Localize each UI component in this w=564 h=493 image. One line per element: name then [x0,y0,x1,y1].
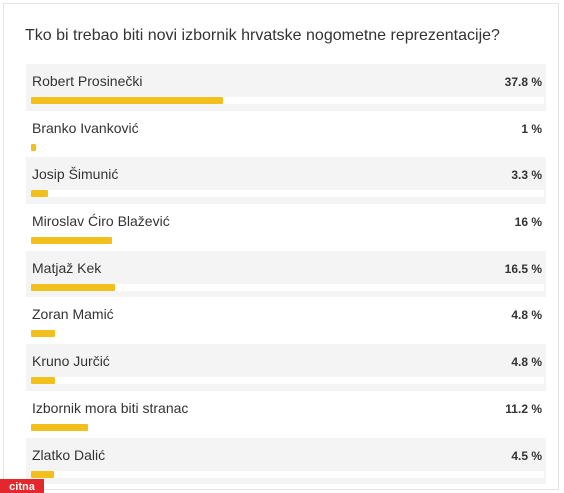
poll-bar-fill [31,330,56,338]
poll-option: Kruno Jurčić 4.8 % [26,344,546,391]
poll-bar-fill [31,423,88,431]
poll-bar-track [31,283,544,291]
poll-option-name: Matjaž Kek [32,259,102,276]
poll-option-name: Zoran Mamić [32,306,114,323]
poll-bar-fill [31,143,37,151]
poll-option: Josip Šimunić 3.3 % [26,157,546,205]
citna-logo-mark: citna [9,481,36,492]
poll-option-percent: 16 % [514,215,542,230]
poll-option-name: Branko Ivanković [32,119,139,136]
poll-option-name: Robert Prosinečki [32,73,143,89]
poll-bar-track [31,190,544,198]
poll-bar-track [31,470,544,478]
poll-options-list: Robert Prosinečki 37.8 % Branko Ivanković 1… [26,64,546,485]
poll-option-percent: 37.8 % [504,75,542,89]
poll-option-name: Miroslav Ćiro Blažević [32,213,170,230]
poll-option-percent: 16.5 % [504,261,542,276]
poll-question: Tko bi trebao biti novi izbornik hrvatsk… [25,27,500,44]
poll-option: Zoran Mamić 4.8 % [26,297,546,345]
poll-option-percent: 4.8 % [511,308,542,323]
poll-bar-track [31,423,544,431]
poll-bar-track [31,97,544,104]
poll-bar-track [31,330,544,338]
poll-option-percent: 1 % [521,121,542,136]
poll-option-percent: 4.5 % [511,448,542,463]
poll-bar-fill [31,190,48,198]
poll-option-name: Josip Šimunić [32,166,119,183]
poll-bar-fill [31,97,223,104]
poll-bar-track [31,143,544,151]
svg-text:citna: citna [9,481,36,492]
poll-option-percent: 11.2 % [505,401,542,416]
poll-option: Matjaž Kek 16.5 % [26,250,546,298]
poll-bar-fill [31,237,113,245]
poll-option-name: Zlatko Dalić [32,446,106,463]
poll-option-name: Kruno Jurčić [32,353,110,370]
poll-widget: Tko bi trebao biti novi izbornik hrvatsk… [3,3,559,490]
poll-option-name: Izbornik mora biti stranac [32,399,189,416]
poll-option: Robert Prosinečki 37.8 % [26,64,546,111]
poll-option: Miroslav Ćiro Blažević 16 % [26,204,546,251]
poll-bar-fill [31,283,115,291]
poll-option: Zlatko Dalić 4.5 % [26,437,546,485]
poll-option-percent: 4.8 % [511,355,542,370]
poll-option: Branko Ivanković 1 % [26,110,546,158]
poll-bar-fill [31,470,54,478]
poll-option: Izbornik mora biti stranac 11.2 % [26,390,546,438]
poll-bar-track [31,377,544,385]
poll-bar-fill [31,377,56,385]
poll-bar-track [31,237,544,245]
poll-option-percent: 3.3 % [511,168,542,183]
citna-logo: citna [0,479,44,493]
